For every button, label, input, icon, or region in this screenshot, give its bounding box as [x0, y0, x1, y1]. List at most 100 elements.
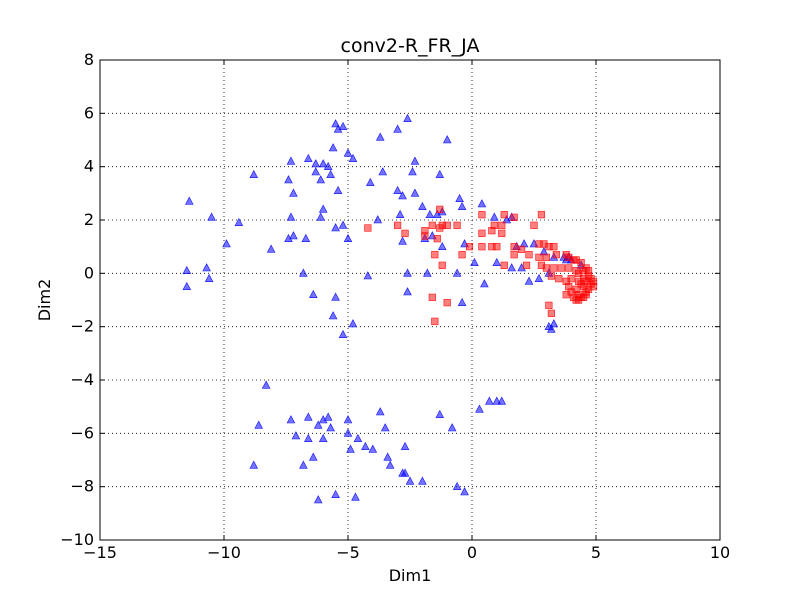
y-tick-label: 6 [84, 103, 94, 122]
square-point [438, 261, 446, 269]
triangle-point [326, 169, 335, 178]
triangle-point [385, 460, 395, 469]
y-tick-label: −4 [70, 370, 94, 389]
square-point [557, 264, 565, 272]
triangle-point [457, 297, 467, 306]
triangle-point [452, 481, 462, 490]
triangle-point [403, 287, 412, 296]
triangle-point [289, 231, 298, 240]
triangle-point [326, 423, 335, 432]
square-point [589, 283, 598, 291]
triangle-point [549, 319, 559, 328]
triangle-point [182, 265, 192, 274]
triangle-point [435, 409, 445, 418]
triangle-point [361, 441, 370, 450]
triangle-point [202, 263, 211, 272]
square-point [443, 299, 451, 307]
triangle-point [318, 204, 328, 213]
triangle-point [318, 415, 328, 424]
square-point [488, 227, 496, 235]
triangle-point [408, 167, 417, 176]
triangle-point [366, 177, 375, 186]
triangle-point [182, 281, 192, 290]
square-point [565, 264, 573, 272]
triangle-point [547, 324, 556, 333]
x-tick-label: −10 [207, 543, 241, 562]
x-tick-label: 5 [591, 543, 601, 562]
triangle-point [410, 188, 420, 197]
triangle-point [507, 263, 516, 272]
square-point [428, 293, 436, 301]
triangle-point [348, 153, 358, 162]
triangle-point [286, 415, 296, 424]
triangle-point [400, 441, 410, 450]
square-point [436, 224, 444, 232]
triangle-point [323, 161, 333, 170]
square-point [500, 261, 508, 269]
x-tick-label: −5 [336, 543, 360, 562]
y-tick-label: 0 [84, 263, 94, 282]
triangle-point [291, 431, 301, 440]
triangle-point [184, 196, 194, 205]
triangle-point [378, 167, 388, 176]
triangle-point [308, 452, 318, 461]
triangle-point [338, 121, 348, 130]
square-point [436, 205, 444, 213]
square-point [510, 243, 518, 251]
triangle-point [222, 239, 231, 248]
triangle-point [375, 132, 385, 141]
square-point [458, 251, 466, 259]
triangle-point [375, 407, 385, 416]
triangle-point [328, 311, 338, 320]
square-point [421, 232, 429, 240]
square-point [552, 251, 560, 259]
triangle-point [524, 276, 534, 285]
y-tick-label: 2 [84, 210, 94, 229]
triangle-point [299, 268, 308, 277]
triangle-point [346, 444, 355, 453]
square-point [431, 251, 439, 259]
triangle-point [457, 201, 467, 210]
triangle-point [490, 212, 499, 221]
triangle-point [383, 452, 392, 461]
triangle-point [447, 423, 457, 432]
triangle-point [311, 159, 321, 168]
triangle-point [331, 223, 340, 232]
square-point [510, 213, 518, 221]
triangle-point [363, 271, 373, 280]
square-point [547, 272, 555, 280]
x-tick-label: 0 [467, 543, 477, 562]
square-point [433, 235, 441, 243]
square-point [547, 309, 555, 317]
triangle-point [343, 233, 353, 242]
triangle-point [249, 169, 259, 178]
x-tick-label: −15 [83, 543, 117, 562]
square-point [428, 221, 436, 229]
triangle-point [331, 489, 340, 498]
triangle-point [455, 193, 464, 202]
triangle-point [289, 188, 298, 197]
triangle-point [410, 156, 420, 165]
triangle-point [254, 420, 264, 429]
triangle-point [286, 212, 296, 221]
square-point [465, 243, 474, 251]
y-tick-label: 4 [84, 157, 94, 176]
triangle-point [313, 495, 323, 504]
triangle-point [348, 319, 358, 328]
triangle-point [480, 279, 489, 288]
square-point [550, 264, 558, 272]
square-point [530, 221, 538, 229]
square-point [567, 275, 575, 283]
square-point [562, 291, 570, 299]
triangle-point [331, 119, 340, 128]
square-point [545, 301, 553, 309]
square-point [478, 243, 486, 251]
triangle-point [304, 412, 313, 421]
triangle-point [343, 415, 353, 424]
triangle-point [284, 175, 293, 184]
chart-title: conv2-R_FR_JA [341, 35, 480, 57]
triangle-point [435, 169, 445, 178]
triangle-point [301, 233, 311, 242]
triangle-point [477, 199, 487, 208]
